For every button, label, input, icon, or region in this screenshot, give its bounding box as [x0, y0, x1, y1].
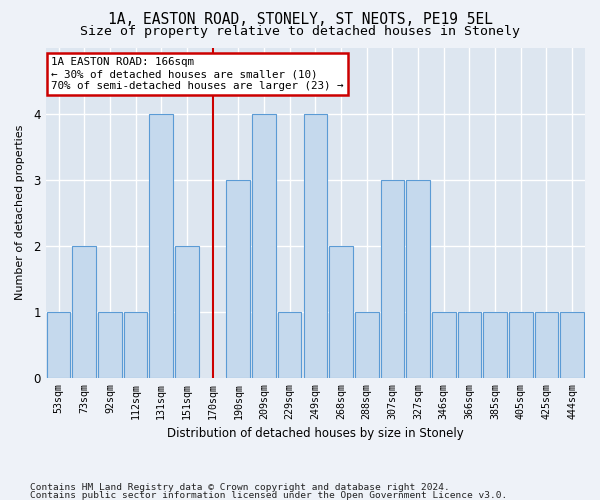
Text: Contains public sector information licensed under the Open Government Licence v3: Contains public sector information licen… — [30, 491, 507, 500]
Bar — [226, 180, 250, 378]
X-axis label: Distribution of detached houses by size in Stonely: Distribution of detached houses by size … — [167, 427, 464, 440]
Bar — [484, 312, 507, 378]
Bar — [458, 312, 481, 378]
Bar — [432, 312, 455, 378]
Bar — [149, 114, 173, 378]
Bar — [47, 312, 70, 378]
Bar — [380, 180, 404, 378]
Text: 1A, EASTON ROAD, STONELY, ST NEOTS, PE19 5EL: 1A, EASTON ROAD, STONELY, ST NEOTS, PE19… — [107, 12, 493, 28]
Bar — [98, 312, 122, 378]
Bar — [252, 114, 276, 378]
Bar — [73, 246, 96, 378]
Bar — [509, 312, 533, 378]
Bar — [175, 246, 199, 378]
Bar — [355, 312, 379, 378]
Bar — [560, 312, 584, 378]
Bar — [406, 180, 430, 378]
Bar — [278, 312, 301, 378]
Text: Size of property relative to detached houses in Stonely: Size of property relative to detached ho… — [80, 25, 520, 38]
Bar — [124, 312, 148, 378]
Text: Contains HM Land Registry data © Crown copyright and database right 2024.: Contains HM Land Registry data © Crown c… — [30, 482, 450, 492]
Bar — [535, 312, 558, 378]
Bar — [304, 114, 327, 378]
Bar — [329, 246, 353, 378]
Text: 1A EASTON ROAD: 166sqm
← 30% of detached houses are smaller (10)
70% of semi-det: 1A EASTON ROAD: 166sqm ← 30% of detached… — [51, 58, 344, 90]
Y-axis label: Number of detached properties: Number of detached properties — [15, 125, 25, 300]
